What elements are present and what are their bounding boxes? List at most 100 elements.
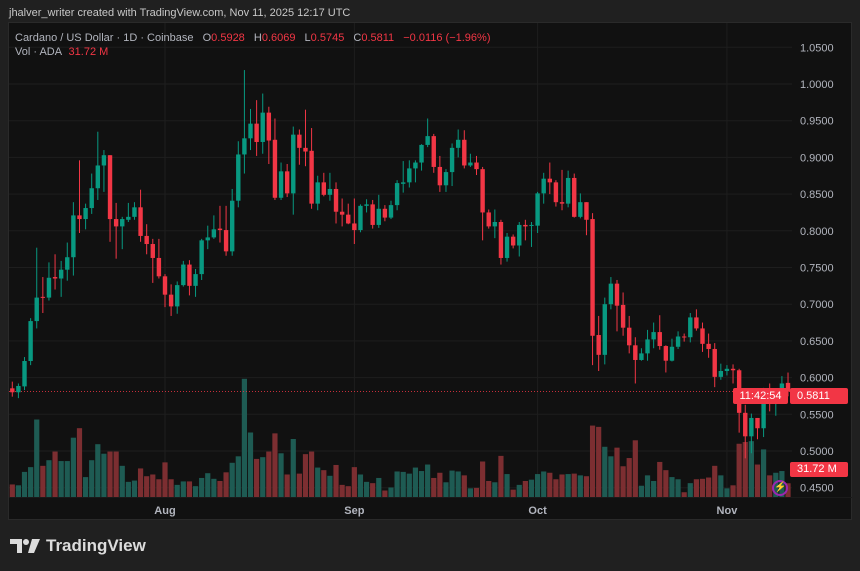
volume-bar [376, 477, 382, 497]
candle-up [199, 240, 204, 275]
candle-down [272, 139, 278, 198]
candle-up [608, 283, 614, 305]
candle-up [291, 134, 296, 194]
candle-down [382, 208, 388, 218]
candle-down [712, 348, 717, 377]
chart-pane[interactable] [8, 22, 852, 520]
volume-bar [223, 472, 229, 497]
candle-down [321, 182, 327, 195]
candle-down [333, 188, 339, 212]
volume-bar [382, 490, 388, 497]
legend-symbol[interactable]: Cardano / US Dollar · 1D · Coinbase [15, 32, 194, 44]
volume-bar [217, 480, 223, 497]
candle-up [443, 172, 449, 186]
candle-up [425, 136, 430, 145]
volume-bar [699, 478, 706, 497]
volume-bar [82, 477, 89, 497]
volume-bar [235, 456, 241, 497]
volume-bar [394, 471, 400, 497]
candle-down [633, 345, 638, 360]
volume-bar [644, 475, 651, 497]
volume-bar [150, 474, 156, 497]
volume-bar [290, 438, 296, 497]
volume-bar [229, 462, 235, 497]
volume-bar [370, 483, 376, 497]
candle-down [620, 304, 626, 328]
price-axis-label: 0.6500 [800, 336, 834, 348]
candle-up [65, 257, 70, 270]
volume-bar [736, 443, 742, 497]
volume-bar [614, 447, 620, 497]
volume-bar [388, 487, 394, 497]
volume-bar [357, 474, 364, 497]
volume-bar [712, 465, 718, 497]
volume-bar [174, 484, 180, 497]
candle-up [120, 219, 125, 227]
legend-volume-label[interactable]: Vol · ADA [15, 46, 62, 58]
price-axis-label: 0.8000 [800, 226, 834, 238]
volume-bar [443, 482, 449, 497]
volume-bar [418, 471, 425, 497]
volume-bar [327, 475, 333, 497]
legend-open-label: O [202, 32, 212, 44]
candle-up [327, 188, 333, 195]
volume-bar [180, 481, 186, 497]
logo-text: TradingView [46, 536, 146, 555]
candle-up [34, 297, 39, 322]
price-axis-label: 0.6000 [800, 373, 834, 385]
candle-down [547, 178, 553, 183]
time-axis-label: Aug [154, 505, 175, 517]
lightning-bolt-icon[interactable]: ⚡ [772, 480, 788, 496]
candle-up [126, 216, 131, 220]
candle-down [370, 204, 375, 225]
volume-bar [296, 473, 302, 497]
candle-up [413, 162, 418, 169]
volume-bar [620, 466, 626, 497]
volume-bar [559, 474, 565, 497]
candle-down [266, 112, 272, 141]
candle-down [303, 147, 308, 152]
candle-down [309, 150, 314, 204]
candle-down [657, 332, 662, 347]
candle-down [254, 123, 259, 142]
tradingview-logo: TradingView [10, 536, 146, 556]
candle-down [144, 235, 149, 245]
candle-up [95, 165, 101, 189]
candle-down [627, 327, 632, 346]
candle-down [162, 276, 168, 295]
candle-down [510, 236, 516, 246]
candle-down [614, 283, 620, 306]
candle-down [596, 335, 601, 355]
volume-bar [657, 461, 663, 497]
candle-down [223, 230, 229, 252]
volume-bar [510, 489, 516, 497]
volume-bar [706, 477, 712, 497]
volume-bar [241, 378, 248, 497]
candle-up [248, 123, 253, 139]
volume-bar [156, 479, 162, 497]
volume-bar [64, 461, 70, 497]
candle-down [138, 207, 143, 236]
volume-bar [516, 484, 522, 497]
volume-bar [437, 472, 443, 497]
volume-bar [34, 419, 40, 497]
volume-bar [125, 481, 131, 497]
volume-bar [272, 433, 278, 497]
volume-bar [498, 455, 504, 497]
volume-bar [254, 458, 260, 497]
candle-up [455, 139, 461, 148]
volume-bar [205, 473, 211, 497]
volume-bar [15, 485, 22, 497]
volume-bar [308, 451, 315, 497]
candle-up [504, 236, 510, 258]
candle-down [168, 294, 174, 307]
candle-up [394, 183, 400, 206]
chart-legend: Cardano / US Dollar · 1D · Coinbase O0.5… [15, 31, 490, 59]
volume-bar [718, 475, 724, 497]
candle-down [52, 277, 58, 279]
candle-down [187, 264, 192, 286]
volume-bar [492, 482, 498, 497]
volume-bar [651, 480, 657, 497]
candle-down [113, 219, 119, 227]
